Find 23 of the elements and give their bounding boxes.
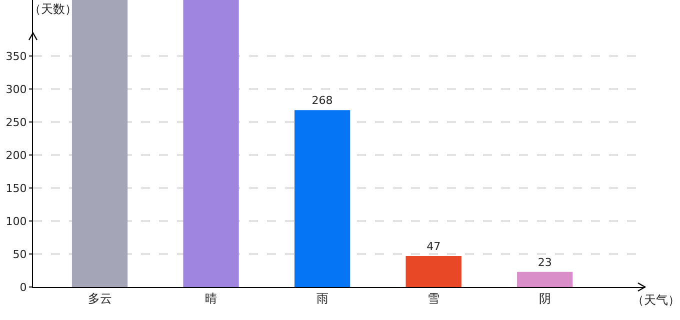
bar bbox=[294, 110, 350, 287]
x-axis-title: （天气） bbox=[632, 293, 680, 307]
y-tick-label: 250 bbox=[6, 116, 27, 129]
bar bbox=[406, 256, 462, 287]
y-tick-label: 50 bbox=[12, 248, 27, 261]
x-tick-label: 多云 bbox=[88, 291, 112, 306]
y-tick-label: 350 bbox=[6, 50, 27, 63]
data-label: 23 bbox=[538, 256, 552, 269]
y-tick-label: 0 bbox=[20, 280, 27, 294]
y-tick-label: 300 bbox=[6, 82, 27, 96]
y-tick-label: 150 bbox=[6, 182, 27, 195]
x-tick-label: 阴 bbox=[538, 291, 551, 306]
bar bbox=[517, 272, 573, 287]
data-label: 268 bbox=[312, 94, 333, 108]
x-tick-label: 晴 bbox=[205, 291, 218, 306]
x-tick-label: 雨 bbox=[316, 291, 328, 306]
bar bbox=[72, 0, 128, 287]
y-tick-label: 100 bbox=[6, 214, 27, 228]
bar bbox=[183, 0, 239, 287]
x-tick-label: 雪 bbox=[428, 291, 440, 306]
y-tick-label: 200 bbox=[6, 148, 27, 162]
data-label: 47 bbox=[426, 240, 441, 253]
y-axis-title: （天数） bbox=[29, 2, 77, 16]
